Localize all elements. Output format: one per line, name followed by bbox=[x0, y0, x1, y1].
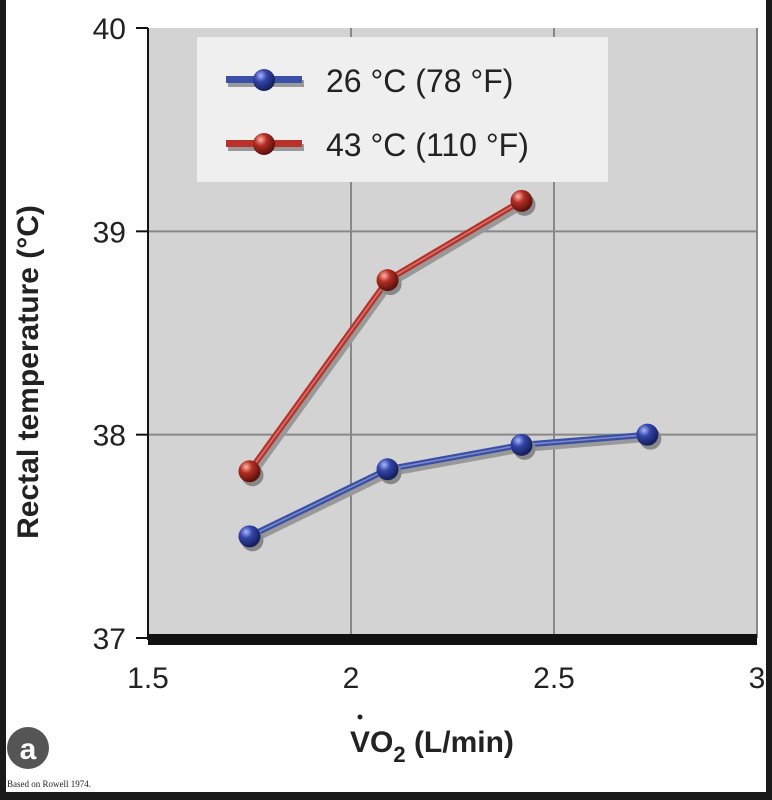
x-axis-bar bbox=[148, 634, 757, 645]
legend-marker-1 bbox=[253, 133, 275, 155]
y-tick-label: 40 bbox=[93, 13, 126, 46]
x-axis-label: VO2 (L/min) bbox=[350, 726, 514, 767]
x-tick-label: 1.5 bbox=[127, 662, 169, 695]
source-note: Based on Rowell 1974. bbox=[7, 779, 91, 789]
data-point bbox=[376, 458, 399, 481]
y-tick-label: 38 bbox=[93, 420, 126, 453]
y-axis-label: Rectal temperature (°C) bbox=[12, 205, 45, 539]
panel-label: a bbox=[20, 733, 37, 766]
data-point bbox=[376, 269, 399, 292]
series-line-0 bbox=[248, 431, 648, 540]
series-highlight bbox=[249, 433, 648, 538]
x-tick-label: 2.5 bbox=[533, 662, 575, 695]
data-point bbox=[238, 460, 261, 483]
data-point bbox=[510, 433, 533, 456]
legend-marker-0 bbox=[253, 69, 275, 91]
x-tick-label: 3 bbox=[749, 662, 766, 695]
legend-label-1: 43 °C (110 °F) bbox=[326, 127, 529, 163]
y-tick-label: 37 bbox=[93, 623, 126, 656]
series-shadow bbox=[251, 435, 651, 544]
data-point bbox=[636, 423, 659, 446]
legend: 26 °C (78 °F) 43 °C (110 °F) bbox=[197, 37, 608, 182]
data-point bbox=[238, 525, 261, 548]
vdot-mark bbox=[357, 714, 363, 720]
data-point bbox=[510, 189, 533, 212]
legend-label-0: 26 °C (78 °F) bbox=[326, 63, 513, 99]
y-tick-label: 39 bbox=[93, 216, 126, 249]
x-tick-label: 2 bbox=[343, 662, 360, 695]
panel-label-badge bbox=[7, 727, 49, 769]
legend-box bbox=[197, 37, 608, 182]
